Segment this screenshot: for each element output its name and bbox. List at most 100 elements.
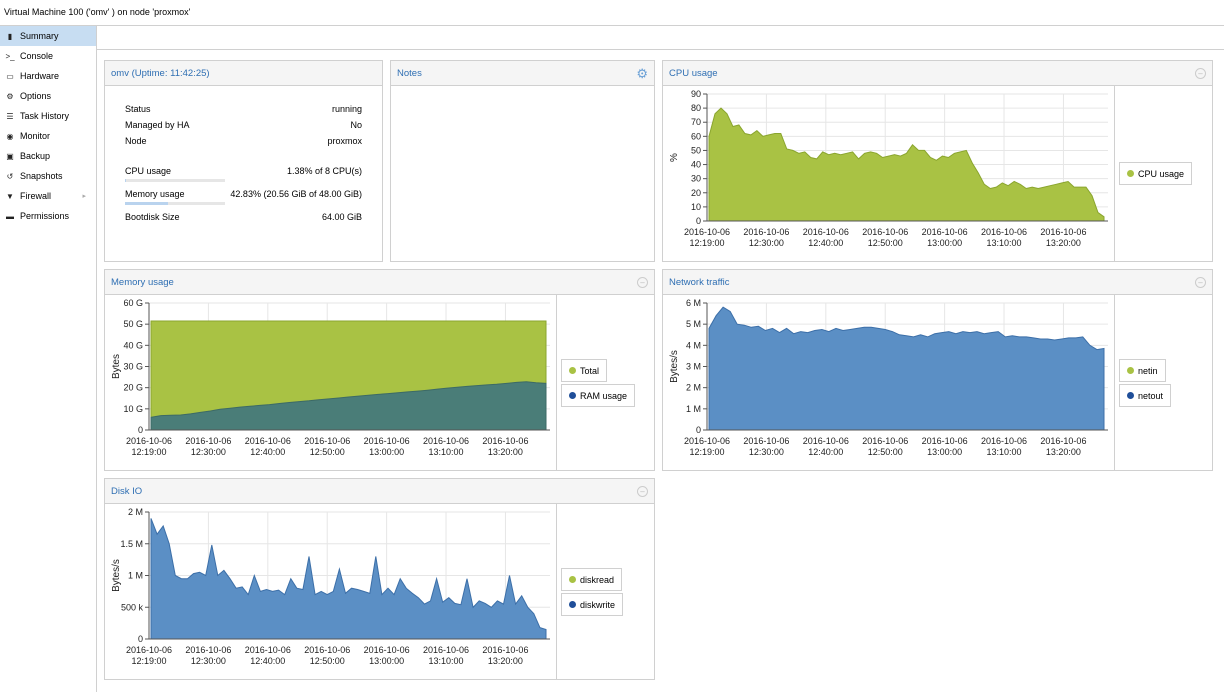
- sidebar-item-label: Options: [20, 91, 52, 101]
- memory-chart[interactable]: 0 10 G 20 G 30 G 40 G 50 G 60 G 2016-10-06 12:19…: [105, 295, 556, 470]
- series-area-cpu-usage: [708, 107, 1105, 222]
- legend-item-netout[interactable]: netout: [1119, 384, 1172, 407]
- legend-marker: [569, 367, 576, 374]
- chevron-right-icon[interactable]: ▸: [82, 193, 86, 200]
- gear-icon[interactable]: ⚙: [636, 66, 648, 81]
- x-tick-label: 2016-10-06 12:30:00: [743, 436, 789, 457]
- legend-label: diskread: [580, 574, 615, 585]
- x-tick-label: 2016-10-06 12:40:00: [245, 436, 291, 457]
- y-axis-label: Bytes: [111, 354, 122, 379]
- diskio-chart-legend: diskread diskwrite: [556, 504, 654, 679]
- y-tick-label: 0: [138, 634, 143, 644]
- sidebar-item-label: Task History: [20, 111, 70, 121]
- y-tick-label: 80: [691, 103, 701, 113]
- y-tick-label: 70: [691, 117, 701, 127]
- sidebar-item-label: Console: [20, 51, 54, 61]
- x-tick-label: 2016-10-06 13:00:00: [364, 436, 410, 457]
- cpu-chart-svg[interactable]: 0 10 20 30 40 50 60 70 80 90 2016-10-06 12:19:00 201…: [663, 86, 1114, 261]
- undo-zoom-icon[interactable]: –: [1195, 277, 1206, 288]
- legend-marker: [1127, 392, 1134, 399]
- status-panel: omv (Uptime: 11:42:25) Status running Man…: [104, 60, 383, 262]
- y-tick-label: 50 G: [123, 319, 143, 329]
- undo-zoom-icon[interactable]: –: [1195, 68, 1206, 79]
- memory-usage-bar: [125, 202, 225, 205]
- sidebar-item-backup[interactable]: ▣ Backup: [0, 146, 96, 166]
- notes-panel: Notes ⚙: [390, 60, 655, 262]
- sidebar-item-options[interactable]: ⚙ Options: [0, 86, 96, 106]
- sidebar-item-monitor[interactable]: ◉ Monitor: [0, 126, 96, 146]
- y-tick-label: 20 G: [123, 383, 143, 393]
- y-axis-label: Bytes/s: [111, 559, 122, 592]
- y-tick-label: 60: [691, 131, 701, 141]
- y-tick-label: 0: [696, 216, 701, 226]
- sidebar-item-label: Monitor: [20, 131, 51, 141]
- bootdisk-label: Bootdisk Size: [125, 212, 180, 222]
- sidebar-item-snapshots[interactable]: ↺ Snapshots: [0, 166, 96, 186]
- sidebar-item-permissions[interactable]: ▬ Permissions: [0, 206, 96, 226]
- series-area-diskread: [150, 518, 547, 640]
- y-tick-label: 5 M: [686, 319, 701, 329]
- x-tick-label: 2016-10-06 13:10:00: [423, 645, 469, 666]
- network-chart-svg[interactable]: 0 1 M 2 M 3 M 4 M 5 M 6 M 2016-10-06 12:19:00 201…: [663, 295, 1114, 470]
- y-tick-label: 1 M: [128, 571, 143, 581]
- shield-icon: ▼: [6, 191, 14, 201]
- x-tick-label: 2016-10-06 13:10:00: [423, 436, 469, 457]
- legend-label: RAM usage: [580, 390, 628, 401]
- diskio-chart[interactable]: 0 500 k 1 M 1.5 M 2 M 2016-10-06 12:19:00 2016-…: [105, 504, 556, 679]
- y-tick-label: 10: [691, 202, 701, 212]
- y-tick-label: 40: [691, 160, 701, 170]
- sidebar-item-label: Permissions: [20, 211, 70, 221]
- x-tick-label: 2016-10-06 12:30:00: [185, 436, 231, 457]
- memory-chart-header: Memory usage –: [105, 270, 654, 295]
- legend-item-diskread[interactable]: diskread: [561, 568, 623, 591]
- undo-zoom-icon[interactable]: –: [637, 486, 648, 497]
- y-tick-label: 1 M: [686, 404, 701, 414]
- x-tick-label: 2016-10-06 12:40:00: [245, 645, 291, 666]
- legend-label: netout: [1138, 390, 1164, 401]
- cpu-chart-header: CPU usage –: [663, 61, 1212, 86]
- x-tick-label: 2016-10-06 12:19:00: [684, 436, 730, 457]
- legend-label: diskwrite: [580, 599, 616, 610]
- x-tick-label: 2016-10-06 12:19:00: [126, 645, 172, 666]
- legend-item-diskwrite[interactable]: diskwrite: [561, 593, 624, 616]
- history-icon: ↺: [6, 171, 14, 181]
- legend-label: Total: [580, 365, 600, 376]
- legend-item-total[interactable]: Total: [561, 359, 608, 382]
- memory-usage-label: Memory usage: [125, 189, 185, 199]
- legend-item-netin[interactable]: netin: [1119, 359, 1166, 382]
- legend-item-cpu-usage[interactable]: CPU usage: [1119, 162, 1193, 185]
- network-chart-header: Network traffic –: [663, 270, 1212, 295]
- y-tick-label: 30 G: [123, 362, 143, 372]
- cpu-chart[interactable]: 0 10 20 30 40 50 60 70 80 90 2016-10-06 12:19:00 201…: [663, 86, 1114, 261]
- sidebar-item-summary[interactable]: ▮ Summary: [0, 26, 96, 46]
- node-value: proxmox: [327, 136, 362, 146]
- x-tick-label: 2016-10-06 12:50:00: [862, 436, 908, 457]
- cpu-usage-bar-fill: [125, 179, 127, 182]
- undo-zoom-icon[interactable]: –: [637, 277, 648, 288]
- ha-value: No: [350, 120, 362, 130]
- cpu-chart-legend: CPU usage: [1114, 86, 1212, 261]
- x-tick-label: 2016-10-06 12:30:00: [185, 645, 231, 666]
- series-area-netin: [708, 306, 1105, 431]
- sidebar-item-console[interactable]: >_ Console: [0, 46, 96, 66]
- bootdisk-value: 64.00 GiB: [321, 212, 362, 222]
- sidebar-item-task-history[interactable]: ☰ Task History: [0, 106, 96, 126]
- diskio-chart-svg[interactable]: 0 500 k 1 M 1.5 M 2 M 2016-10-06 12:19:00 2016-…: [105, 504, 556, 679]
- x-tick-label: 2016-10-06 12:30:00: [743, 227, 789, 248]
- x-tick-label: 2016-10-06 13:20:00: [482, 436, 528, 457]
- y-tick-label: 40 G: [123, 340, 143, 350]
- network-chart[interactable]: 0 1 M 2 M 3 M 4 M 5 M 6 M 2016-10-06 12:19:00 201…: [663, 295, 1114, 470]
- y-tick-label: 2 M: [128, 507, 143, 517]
- memory-chart-svg[interactable]: 0 10 G 20 G 30 G 40 G 50 G 60 G 2016-10-06 12:19…: [105, 295, 556, 470]
- node-label: Node: [125, 136, 147, 146]
- legend-label: netin: [1138, 365, 1158, 376]
- list-icon: ☰: [6, 111, 14, 121]
- diskio-chart-panel: Disk IO – 0 500 k 1 M 1.5 M 2 M 2016-10-06 12:…: [104, 478, 655, 680]
- x-tick-label: 2016-10-06 12:40:00: [803, 227, 849, 248]
- sidebar-item-firewall[interactable]: ▼ Firewall ▸: [0, 186, 96, 206]
- floppy-icon: ▣: [6, 151, 14, 161]
- sidebar-item-label: Backup: [20, 151, 51, 161]
- legend-item-ram-usage[interactable]: RAM usage: [561, 384, 636, 407]
- sidebar-item-hardware[interactable]: ▭ Hardware: [0, 66, 96, 86]
- series-area-ram-usage: [150, 381, 547, 431]
